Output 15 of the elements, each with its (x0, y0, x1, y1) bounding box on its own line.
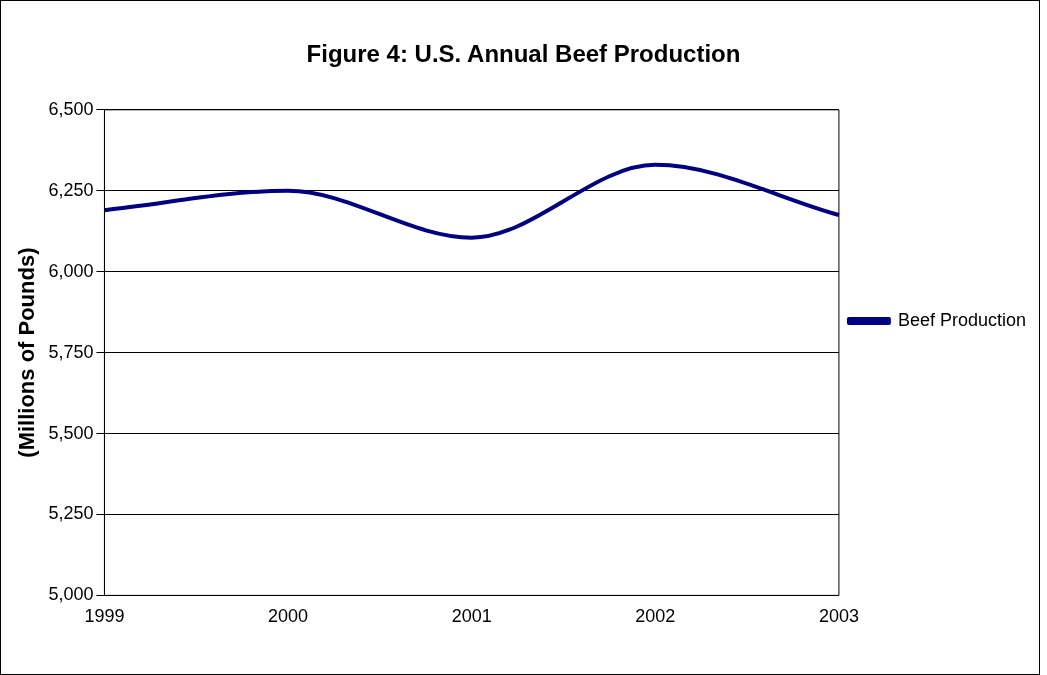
y-axis-title: (Millions of Pounds) (14, 247, 40, 458)
x-tick-label: 2002 (635, 606, 676, 627)
x-tick-label: 2000 (268, 606, 309, 627)
y-tick-label: 6,000 (48, 260, 94, 281)
x-tick-label: 2003 (818, 606, 859, 627)
chart-title: Figure 4: U.S. Annual Beef Production (306, 40, 741, 68)
legend-label: Beef Production (897, 309, 1027, 330)
x-tick-label: 1999 (84, 606, 125, 627)
x-tick-label: 2001 (451, 606, 492, 627)
y-tick-label: 5,250 (48, 503, 94, 524)
y-tick-label: 5,000 (48, 584, 94, 605)
y-tick-label: 6,250 (48, 179, 94, 200)
y-tick-label: 5,750 (48, 341, 94, 362)
y-tick-label: 5,500 (48, 422, 94, 443)
y-tick-label: 6,500 (48, 98, 94, 119)
